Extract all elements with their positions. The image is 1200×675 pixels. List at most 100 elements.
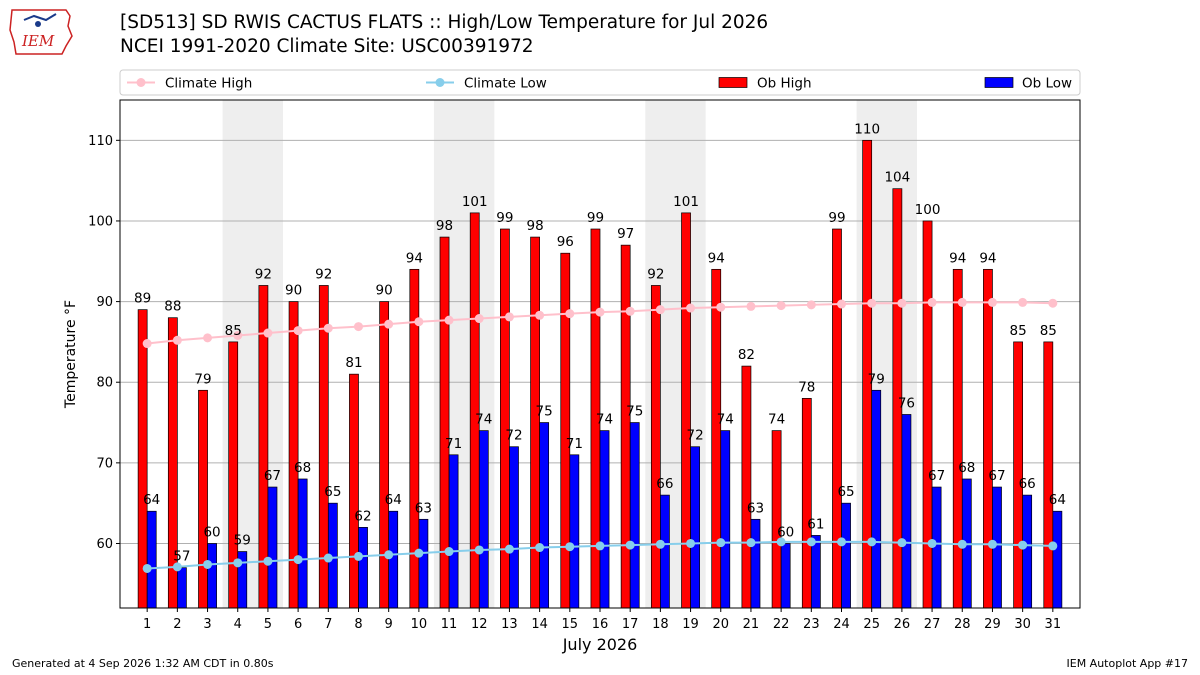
ob-high-bar (137, 309, 148, 609)
ob-high-label: 94 (708, 250, 725, 266)
ob-low-label: 63 (415, 500, 432, 516)
climate-high-point (686, 303, 696, 313)
ob-low-bar (207, 543, 217, 609)
y-tick-label: 110 (88, 134, 113, 149)
climate-high-point (746, 301, 756, 311)
climate-high-point (987, 297, 997, 307)
ob-high-label: 100 (915, 202, 941, 218)
x-tick-label: 20 (712, 617, 729, 632)
y-tick-label: 80 (96, 376, 113, 391)
climate-low-point (595, 541, 605, 551)
ob-high-label: 94 (979, 250, 996, 266)
ob-low-bar (660, 494, 670, 609)
climate-low-point (263, 556, 273, 566)
ob-high-label: 110 (854, 121, 880, 137)
climate-low-point (444, 547, 454, 557)
ob-low-label: 66 (1019, 476, 1036, 492)
ob-high-label: 79 (194, 371, 211, 387)
climate-high-point (535, 310, 545, 320)
x-tick-label: 7 (324, 617, 332, 632)
ob-high-bar (681, 212, 691, 609)
ob-low-label: 60 (777, 524, 794, 540)
y-tick-label: 90 (96, 295, 113, 310)
ob-high-label: 99 (587, 210, 604, 226)
climate-high-point (263, 328, 273, 338)
x-tick-label: 29 (984, 617, 1001, 632)
climate-low-point (233, 558, 243, 568)
ob-low-bar (448, 454, 459, 609)
ob-low-bar (297, 478, 308, 609)
x-tick-label: 12 (471, 617, 488, 632)
ob-low-label: 63 (747, 500, 764, 516)
legend-climate-low-marker (435, 78, 445, 87)
climate-high-point (414, 317, 424, 327)
ob-low-label: 79 (868, 371, 885, 387)
climate-low-point (293, 555, 303, 565)
ob-high-label: 99 (828, 210, 845, 226)
ob-high-bar (983, 268, 993, 609)
ob-high-label: 88 (164, 299, 181, 315)
ob-low-bar (720, 430, 731, 609)
ob-low-label: 66 (656, 476, 673, 492)
climate-low-point (504, 544, 514, 554)
y-tick-label: 70 (96, 456, 113, 471)
generated-timestamp: Generated at 4 Sep 2026 1:32 AM CDT in 0… (12, 657, 274, 670)
iem-logo: IEM (9, 9, 73, 55)
legend-climate-low-label: Climate Low (464, 76, 547, 92)
y-tick-label: 60 (96, 537, 113, 552)
ob-high-label: 96 (557, 234, 574, 250)
ob-low-label: 72 (687, 428, 704, 444)
climate-high-point (806, 300, 816, 310)
ob-low-label: 76 (898, 395, 915, 411)
climate-high-point (867, 298, 877, 308)
climate-low-point (474, 545, 484, 555)
ob-low-bar (146, 510, 157, 609)
ob-high-bar (922, 220, 933, 609)
ob-high-bar (1043, 341, 1054, 609)
climate-low-point (776, 537, 786, 547)
legend-ob-high-label: Ob High (757, 76, 812, 92)
climate-high-point (1018, 297, 1028, 307)
ob-low-label: 68 (294, 460, 311, 476)
climate-low-point (203, 559, 213, 569)
climate-high-point (172, 335, 182, 345)
chart-subtitle: NCEI 1991-2020 Climate Site: USC00391972 (120, 36, 534, 57)
ob-high-label: 98 (527, 218, 544, 234)
ob-low-label: 65 (324, 484, 341, 500)
climate-high-point (565, 309, 575, 319)
climate-low-point (746, 538, 756, 548)
ob-low-bar (599, 430, 610, 609)
ob-high-bar (741, 365, 752, 609)
climate-low-point (1048, 541, 1058, 551)
legend-ob-low-swatch (984, 77, 1014, 88)
ob-low-label: 59 (234, 533, 251, 549)
x-tick-label: 18 (652, 617, 669, 632)
ob-low-bar (509, 446, 519, 609)
climate-high-point (504, 312, 514, 322)
climate-high-point (927, 297, 937, 307)
x-tick-label: 22 (773, 617, 790, 632)
ob-low-bar (418, 518, 429, 609)
x-axis-label: July 2026 (562, 635, 638, 654)
climate-low-point (987, 539, 997, 549)
climate-high-point (837, 299, 847, 309)
climate-high-point (233, 330, 243, 340)
x-tick-label: 11 (441, 617, 458, 632)
x-tick-label: 17 (622, 617, 639, 632)
x-tick-label: 2 (173, 617, 181, 632)
climate-low-point (897, 538, 907, 548)
ob-low-bar (629, 422, 640, 609)
x-tick-label: 5 (264, 617, 272, 632)
ob-high-bar (349, 373, 359, 609)
x-tick-label: 21 (743, 617, 760, 632)
ob-high-label: 90 (376, 283, 393, 299)
climate-high-point (625, 306, 635, 316)
x-tick-label: 19 (682, 617, 699, 632)
climate-high-point (203, 333, 213, 343)
climate-low-point (172, 562, 182, 572)
ob-low-label: 64 (385, 492, 402, 508)
legend-box (119, 69, 1081, 96)
climate-low-point (716, 538, 726, 548)
climate-low-point (142, 563, 152, 573)
x-tick-label: 28 (954, 617, 971, 632)
